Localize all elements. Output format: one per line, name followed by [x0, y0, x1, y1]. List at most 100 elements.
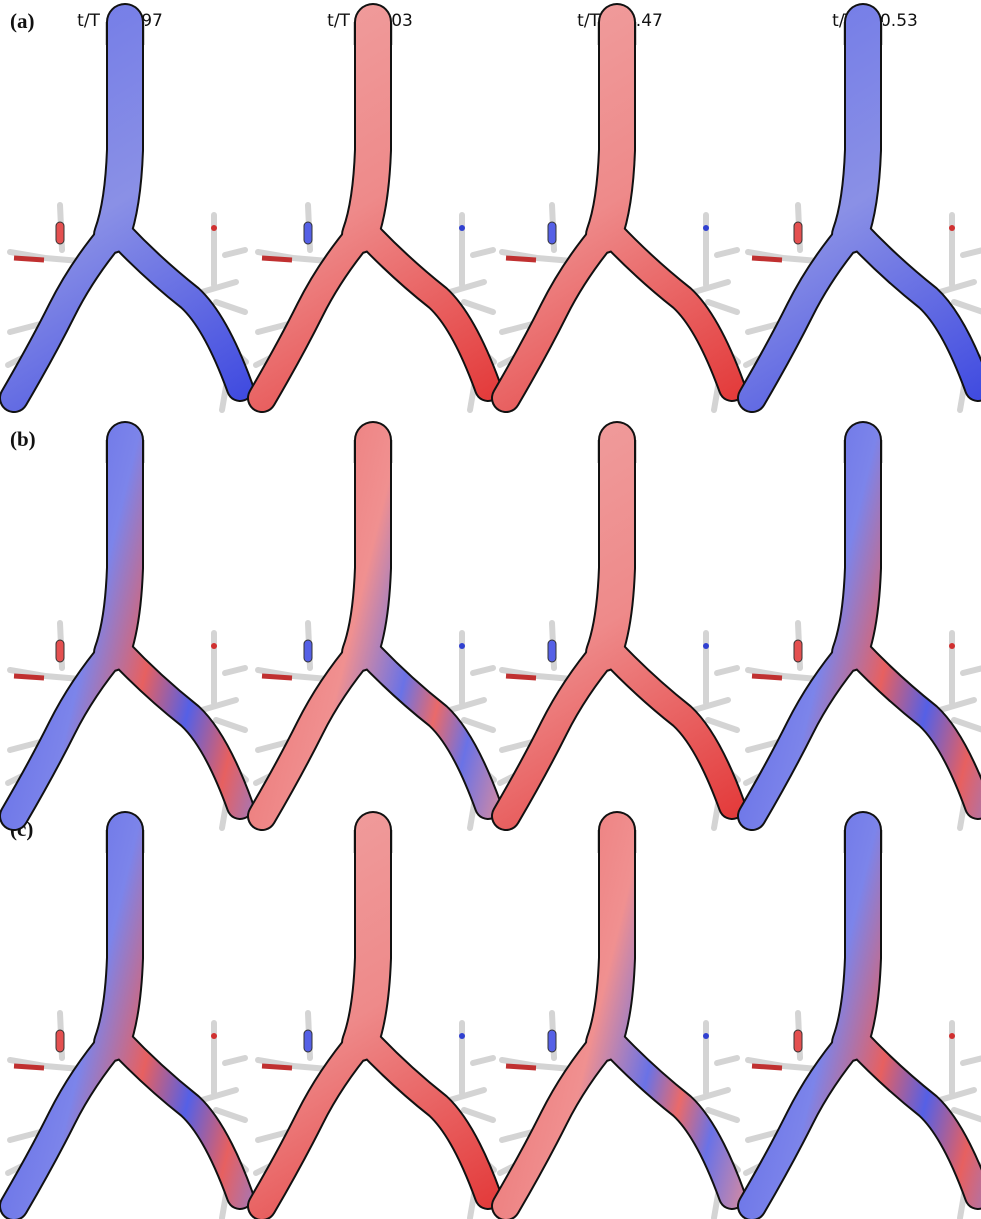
- figure: t/T = 0.97 t/T = 1.03 t/T = 0.47 t/T = 0…: [0, 0, 981, 1219]
- marker: [56, 222, 64, 244]
- airway-flow: [856, 232, 978, 388]
- marker: [211, 1033, 217, 1039]
- airway-tree: [464, 302, 493, 312]
- airway-tree: [225, 1058, 245, 1063]
- airway-tree: [940, 700, 974, 710]
- airway-tree: [216, 302, 245, 312]
- airway-tree: [954, 1110, 981, 1120]
- airway-tree: [694, 700, 728, 710]
- airway-panel: [256, 440, 494, 828]
- airway-panel: [8, 22, 246, 410]
- airway-tree: [708, 1110, 737, 1120]
- airway-tree: [717, 250, 737, 255]
- marker: [703, 643, 709, 649]
- airway-tree: [473, 668, 493, 673]
- airway-tree: [963, 250, 981, 255]
- airway-tree: [694, 1090, 728, 1100]
- airway-tree: [202, 1090, 236, 1100]
- marker: [262, 676, 292, 678]
- marker: [752, 676, 782, 678]
- airway-panel: [500, 440, 738, 828]
- airway-tree: [202, 700, 236, 710]
- airway-flow: [850, 440, 863, 653]
- marker: [459, 643, 465, 649]
- airway-flow: [610, 1040, 732, 1196]
- airway-tree: [954, 302, 981, 312]
- marker: [548, 640, 556, 662]
- airway-tree: [940, 282, 974, 292]
- airway-tree: [954, 720, 981, 730]
- airway-flow: [850, 830, 863, 1043]
- airway-panel: [746, 830, 981, 1218]
- marker: [262, 258, 292, 260]
- marker: [703, 1033, 709, 1039]
- airway-panel: [256, 22, 494, 410]
- marker: [752, 258, 782, 260]
- marker: [459, 1033, 465, 1039]
- airway-flow: [360, 830, 373, 1043]
- marker: [506, 676, 536, 678]
- airway-tree: [225, 250, 245, 255]
- airway-flow: [610, 232, 732, 388]
- airway-flow: [604, 22, 617, 235]
- airway-flow: [112, 830, 125, 1043]
- airway-flow: [856, 650, 978, 806]
- marker: [14, 258, 44, 260]
- airway-tree: [717, 1058, 737, 1063]
- airway-tree: [216, 1110, 245, 1120]
- marker: [949, 643, 955, 649]
- marker: [304, 222, 312, 244]
- airway-flow: [360, 440, 373, 653]
- airway-flow: [850, 22, 863, 235]
- marker: [14, 676, 44, 678]
- airway-flow: [118, 650, 240, 806]
- airway-flow: [366, 650, 488, 806]
- airway-tree: [464, 1110, 493, 1120]
- airway-flow: [118, 1040, 240, 1196]
- airway-flow: [610, 650, 732, 806]
- airway-tree: [450, 282, 484, 292]
- airway-panel: [8, 830, 246, 1218]
- airway-panel: [500, 22, 738, 410]
- airway-flow: [366, 1040, 488, 1196]
- marker: [752, 1066, 782, 1068]
- row-label: (b): [10, 427, 36, 451]
- airway-flow: [366, 232, 488, 388]
- marker: [703, 225, 709, 231]
- marker: [304, 1030, 312, 1052]
- airway-tree: [450, 1090, 484, 1100]
- marker: [211, 643, 217, 649]
- airway-tree: [473, 1058, 493, 1063]
- airway-tree: [940, 1090, 974, 1100]
- airway-flow: [604, 440, 617, 653]
- airway-flow: [112, 22, 125, 235]
- airway-flow: [360, 22, 373, 235]
- airway-panel: [500, 830, 738, 1218]
- marker: [304, 640, 312, 662]
- airway-tree: [708, 302, 737, 312]
- airway-panel: [8, 440, 246, 828]
- airway-tree: [216, 720, 245, 730]
- airway-tree: [694, 282, 728, 292]
- marker: [949, 225, 955, 231]
- airway-flow: [112, 440, 125, 653]
- airway-panel: [746, 440, 981, 828]
- airway-flow: [118, 232, 240, 388]
- marker: [506, 1066, 536, 1068]
- marker: [794, 1030, 802, 1052]
- airway-panel: [256, 830, 494, 1218]
- airway-tree: [202, 282, 236, 292]
- row-label: (a): [10, 9, 35, 33]
- airway-tree: [473, 250, 493, 255]
- marker: [548, 222, 556, 244]
- marker: [262, 1066, 292, 1068]
- marker: [211, 225, 217, 231]
- marker: [794, 640, 802, 662]
- airway-flow: [856, 1040, 978, 1196]
- marker: [56, 1030, 64, 1052]
- marker: [459, 225, 465, 231]
- airway-panel: [746, 22, 981, 410]
- airway-tree: [963, 668, 981, 673]
- airway-tree: [963, 1058, 981, 1063]
- airway-tree: [225, 668, 245, 673]
